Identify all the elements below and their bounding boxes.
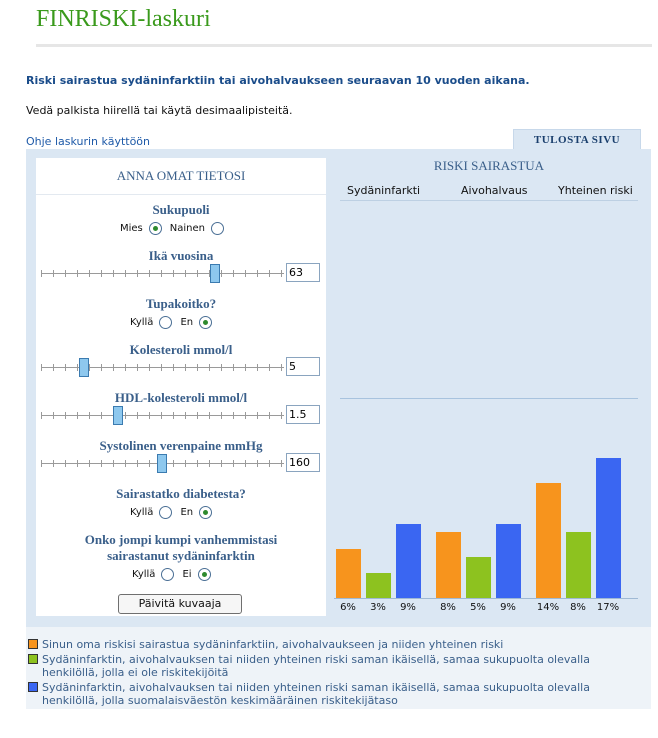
age-slider-thumb[interactable] xyxy=(209,264,220,283)
usage-hint: Vedä palkista hiirellä tai käytä desimaa… xyxy=(26,104,293,117)
legend-swatch-average-risk xyxy=(28,682,38,692)
chart-midline xyxy=(340,398,638,399)
smoking-option-no-label: En xyxy=(180,317,194,328)
bar-value-label: 8% xyxy=(440,602,456,613)
title-divider xyxy=(36,44,652,47)
diabetes-label: Sairastatko diabetesta? xyxy=(116,486,246,501)
smoking-label: Tupakoitko? xyxy=(145,296,217,311)
cholesterol-slider-ticks xyxy=(41,364,284,371)
diabetes-option-no-radio[interactable] xyxy=(199,506,213,519)
chart-title: RISKI SAIRASTUA xyxy=(433,158,545,173)
gender-label: Sukupuoli xyxy=(152,202,210,217)
gender-option-male-label: Mies xyxy=(120,223,143,234)
page-title: FINRISKI-laskuri xyxy=(36,6,211,32)
bar-value-label: 9% xyxy=(400,602,416,613)
hdl-slider-ticks xyxy=(41,412,284,419)
bar-none-0 xyxy=(366,573,391,598)
bar-value-label: 14% xyxy=(536,602,560,613)
legend-own-risk: Sinun oma riskisi sairastua sydäninfarkt… xyxy=(42,638,504,651)
parents-option-no-label: Ei xyxy=(182,569,192,580)
bar-avg-1 xyxy=(496,523,521,598)
parents-option-no-radio[interactable] xyxy=(197,568,211,581)
category-combined-risk: Yhteinen riski xyxy=(558,184,633,197)
legend-no-risk-factors: Sydäninfarktin, aivohalvauksen tai niide… xyxy=(42,653,590,679)
hdl-slider-thumb[interactable] xyxy=(112,406,123,425)
bar-value-label: 8% xyxy=(570,602,586,613)
age-slider[interactable] xyxy=(41,264,284,284)
diabetes-option-yes-radio[interactable] xyxy=(159,506,173,519)
category-stroke: Aivohalvaus xyxy=(461,184,528,197)
input-form-panel: ANNA OMAT TIETOSI Sukupuoli Mies Nainen I… xyxy=(36,158,326,616)
cholesterol-slider-thumb[interactable] xyxy=(78,358,89,377)
diabetes-radio-group: Kyllä En xyxy=(130,506,220,519)
diabetes-option-no-label: En xyxy=(180,507,194,518)
cholesterol-label: Kolesteroli mmol/l xyxy=(129,342,233,357)
category-heart-attack: Sydäninfarkti xyxy=(347,184,421,197)
gender-radio-group: Mies Nainen xyxy=(120,222,232,235)
bar-own-0 xyxy=(336,548,361,598)
blood-pressure-input[interactable] xyxy=(286,453,320,472)
form-header: ANNA OMAT TIETOSI xyxy=(116,168,246,183)
blood-pressure-slider-thumb[interactable] xyxy=(156,454,167,473)
smoking-option-yes-radio[interactable] xyxy=(159,316,173,329)
hdl-input[interactable] xyxy=(286,405,320,424)
bar-value-label: 3% xyxy=(370,602,386,613)
smoking-option-no-radio[interactable] xyxy=(199,316,213,329)
bar-own-2 xyxy=(536,482,561,598)
legend-background xyxy=(26,627,651,709)
hdl-label: HDL-kolesteroli mmol/l xyxy=(114,390,248,405)
smoking-radio-group: Kyllä En xyxy=(130,316,220,329)
parents-label-line2: sairastanut sydäninfarktin xyxy=(107,548,255,563)
gender-option-female-radio[interactable] xyxy=(211,222,224,235)
cholesterol-slider[interactable] xyxy=(41,358,284,378)
bar-value-label: 6% xyxy=(340,602,356,613)
bar-own-1 xyxy=(436,532,461,598)
bar-avg-2 xyxy=(596,458,621,598)
cholesterol-input[interactable] xyxy=(286,357,320,376)
bar-none-2 xyxy=(566,532,591,598)
help-link[interactable]: Ohje laskurin käyttöön xyxy=(26,135,151,148)
age-slider-ticks xyxy=(41,270,284,277)
calculator-subtitle: Riski sairastua sydäninfarktiin tai aivo… xyxy=(26,74,530,87)
smoking-option-yes-label: Kyllä xyxy=(130,317,154,328)
bar-none-1 xyxy=(466,556,491,598)
gender-option-male-radio[interactable] xyxy=(148,222,162,235)
legend-swatch-own-risk xyxy=(28,639,38,649)
legend-swatch-no-risk-factors xyxy=(28,654,38,664)
blood-pressure-slider[interactable] xyxy=(41,454,284,474)
print-page-tab[interactable]: TULOSTA SIVU xyxy=(513,129,641,150)
bar-value-label: 5% xyxy=(470,602,486,613)
parents-label-line1: Onko jompi kumpi vanhemmistasi xyxy=(84,532,278,547)
gender-option-female-label: Nainen xyxy=(169,223,205,234)
bar-avg-0 xyxy=(396,523,421,598)
legend-average-risk: Sydäninfarktin, aivohalvauksen tai niide… xyxy=(42,681,590,707)
age-input[interactable] xyxy=(286,263,320,282)
blood-pressure-label: Systolinen verenpaine mmHg xyxy=(99,438,263,453)
bar-value-label: 17% xyxy=(596,602,620,613)
update-chart-button[interactable]: Päivitä kuvaaja xyxy=(118,594,242,614)
diabetes-option-yes-label: Kyllä xyxy=(130,507,154,518)
parents-radio-group: Kyllä Ei xyxy=(132,568,219,581)
parents-option-yes-radio[interactable] xyxy=(161,568,175,581)
chart-header-divider xyxy=(340,200,638,201)
age-label: Ikä vuosina xyxy=(148,248,214,263)
hdl-slider[interactable] xyxy=(41,406,284,426)
parents-option-yes-label: Kyllä xyxy=(132,569,156,580)
bar-value-label: 9% xyxy=(500,602,516,613)
form-header-divider xyxy=(36,194,326,195)
chart-baseline xyxy=(334,598,638,599)
